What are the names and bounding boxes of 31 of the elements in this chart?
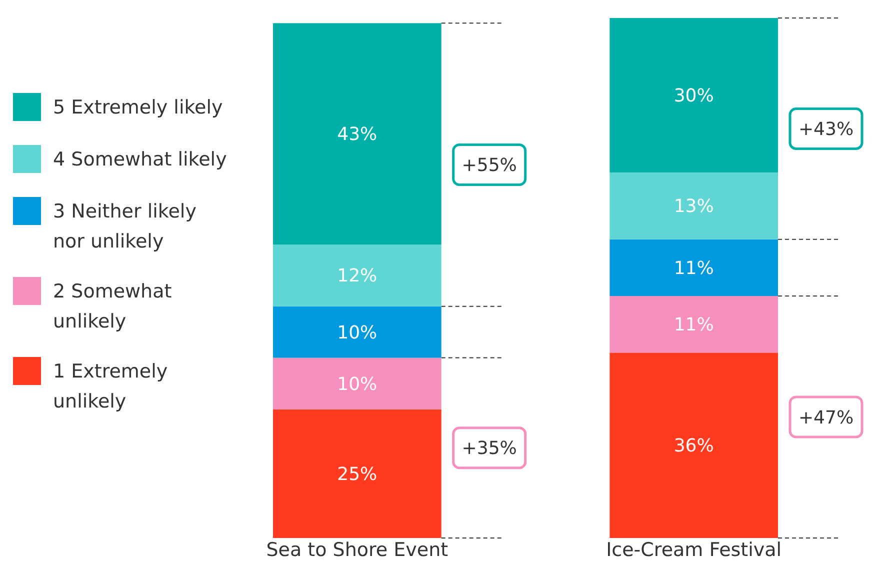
- bar: [273, 306, 442, 358]
- x-tick-label: Ice-Cream Festival: [606, 539, 782, 561]
- annotation: +55%: [462, 155, 517, 176]
- bar: [610, 18, 778, 172]
- bar: [610, 296, 778, 353]
- data-label: 13%: [674, 196, 714, 218]
- legend-label: 1 Extremely unlikely: [53, 360, 168, 413]
- bar: [273, 409, 442, 538]
- annotation: +47%: [798, 407, 854, 428]
- bar: [273, 23, 442, 245]
- legend-label: 4 Somewhat likely: [53, 148, 227, 171]
- bar: [610, 172, 778, 240]
- legend-label: 2 Somewhat unlikely: [53, 280, 172, 333]
- data-label: 12%: [337, 266, 378, 287]
- legend-label: 5 Extremely likely: [53, 96, 223, 119]
- data-label: 36%: [674, 436, 714, 457]
- data-label: 43%: [337, 124, 378, 146]
- data-label: 30%: [674, 86, 714, 107]
- data-label: 10%: [337, 322, 378, 344]
- data-label: 11%: [674, 314, 714, 336]
- data-label: 11%: [674, 258, 714, 280]
- bar: [273, 358, 442, 410]
- data-label: 10%: [337, 374, 378, 395]
- annotation: +43%: [798, 118, 854, 140]
- bar: [610, 239, 778, 296]
- data-label: 25%: [337, 464, 378, 485]
- legend-label: 3 Neither likely nor unlikely: [53, 200, 196, 253]
- annotation: +35%: [462, 438, 517, 460]
- x-tick-label: Sea to Shore Event: [266, 539, 448, 561]
- bar: [273, 244, 442, 306]
- bar: [610, 352, 778, 538]
